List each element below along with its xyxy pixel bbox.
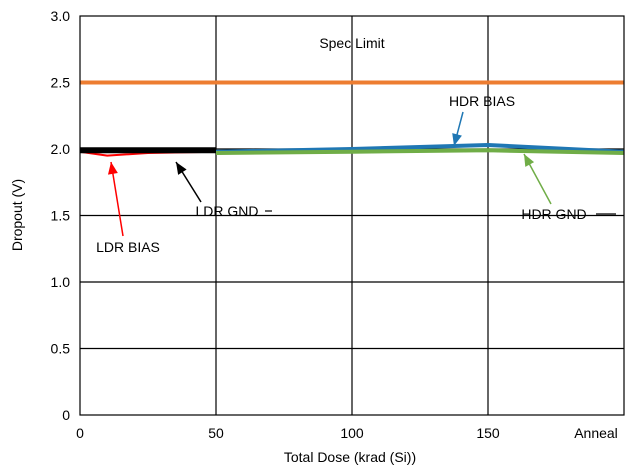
plot-frame: [79, 15, 625, 416]
y-tick-label-3: 1.5: [51, 208, 71, 224]
x-tick-label-3: 150: [476, 425, 500, 441]
y-tick-label-6: 3.0: [51, 8, 71, 24]
annotation-arrow-line-4: [110, 161, 124, 237]
annotation-arrowhead-2: [176, 162, 187, 175]
annotation-label-hdr-gnd: HDR GND: [521, 206, 586, 222]
y-tick-label-2: 1.0: [51, 274, 71, 290]
annotation-arrowhead-3: [524, 154, 535, 167]
x-tick-label-2: 100: [340, 425, 364, 441]
x-tick-label-1: 50: [208, 425, 224, 441]
series-line-hdr-gnd: [215, 148, 625, 155]
annotation-label-hdr-bias: HDR BIAS: [449, 93, 515, 109]
x-tick-label-0: 0: [76, 425, 84, 441]
y-tick-label-4: 2.0: [51, 141, 71, 157]
series-lines: [79, 80, 625, 157]
annotation-label-ldr-bias: LDR BIAS: [96, 239, 160, 255]
y-tick-label-0: 0: [62, 407, 70, 423]
y-tick-label-5: 2.5: [51, 75, 71, 91]
x-tick-label-4: Anneal: [574, 425, 618, 441]
annotation-label-spec-limit: Spec Limit: [319, 35, 384, 51]
annotation-arrowhead-4: [107, 162, 118, 175]
annotation-arrowhead-1: [452, 133, 462, 146]
annotation-label-ldr-gnd: LDR GND: [195, 203, 258, 219]
tick-labels: 0 0.5 1.0 1.5 2.0 2.5 3.0 0 50 100 150 Anneal: [51, 8, 618, 441]
plot-border: [79, 15, 625, 416]
y-axis-label: Dropout (V): [9, 179, 25, 251]
x-axis-label: Total Dose (krad (Si)): [284, 449, 416, 465]
y-tick-label-1: 0.5: [51, 341, 71, 357]
annotations: Spec Limit HDR BIAS LDR GND HDR GND LDR BIAS: [96, 35, 616, 255]
